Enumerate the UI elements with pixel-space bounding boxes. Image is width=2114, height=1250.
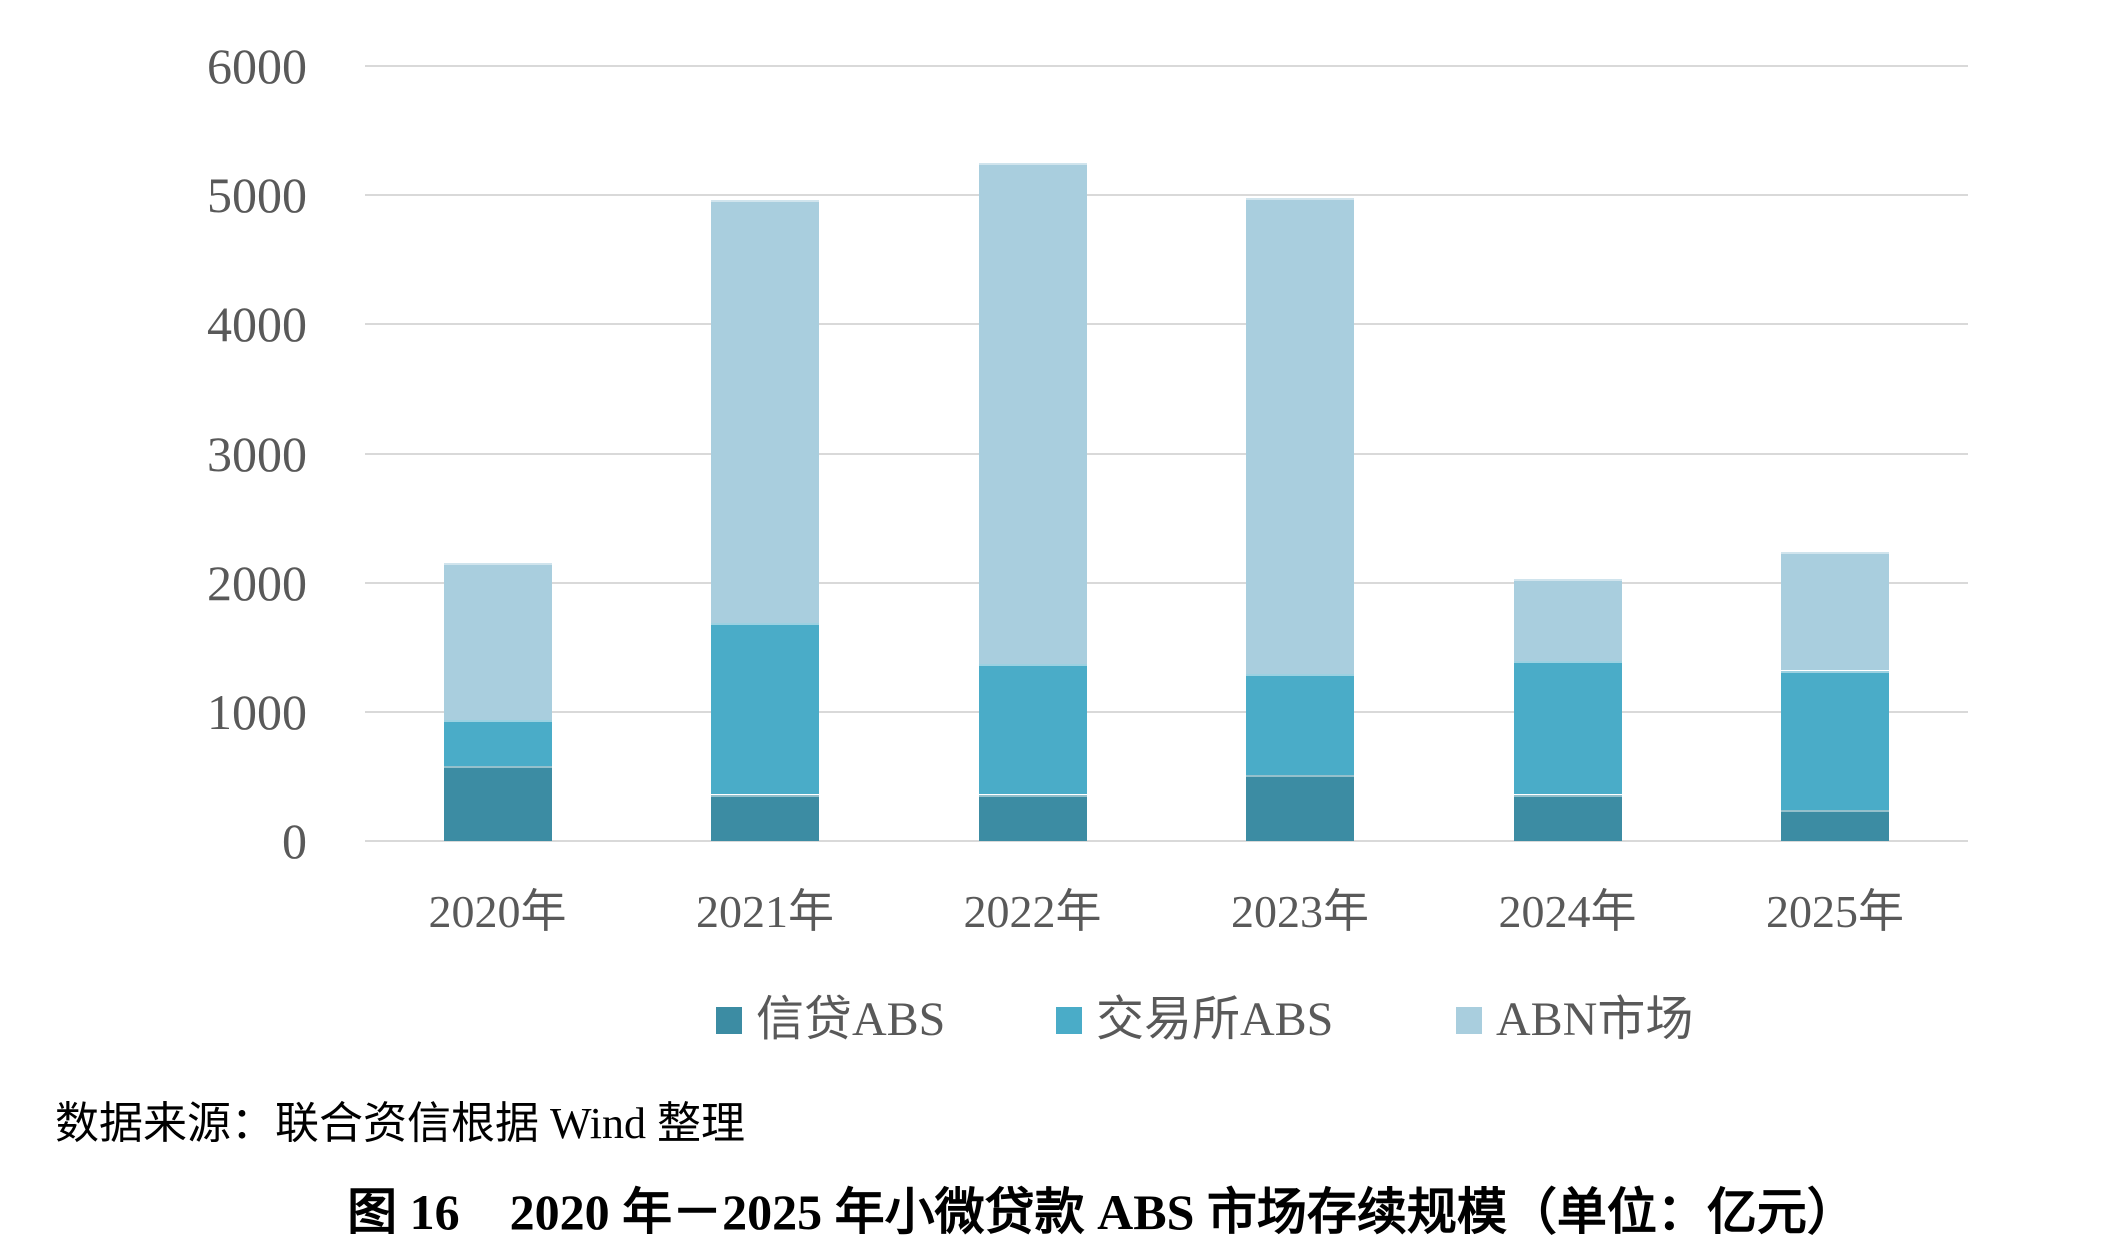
y-tick-label-0: 0 — [282, 813, 307, 869]
legend-label-信贷ABS: 信贷ABS — [756, 993, 946, 1046]
bar-segment-2023年-交易所ABS — [1246, 674, 1354, 776]
bar-segment-2024年-信贷ABS — [1513, 794, 1622, 841]
y-tick-label-6000: 6000 — [207, 38, 307, 94]
plot-area — [365, 65, 1968, 842]
legend-item-信贷ABS: 信贷ABS — [716, 990, 945, 1050]
x-tick-label-2024年: 2024年 — [1498, 886, 1637, 937]
legend-label-交易所ABS: 交易所ABS — [1096, 993, 1334, 1046]
x-tick-label-2020年: 2020年 — [428, 886, 567, 937]
y-tick-label-5000: 5000 — [207, 167, 307, 224]
bar-segment-2021年-信贷ABS — [711, 794, 819, 841]
legend-label-ABN市场: ABN市场 — [1496, 993, 1694, 1046]
gridline-1000 — [365, 710, 1968, 713]
x-tick-label-2022年: 2022年 — [963, 886, 1102, 937]
bar-segment-2022年-交易所ABS — [978, 664, 1087, 795]
gridline-6000 — [365, 65, 1968, 67]
legend-item-交易所ABS: 交易所ABS — [1056, 990, 1333, 1050]
y-tick-label-1000: 1000 — [207, 683, 307, 740]
chart-title: 图 16 2020 年－2025 年小微贷款 ABS 市场存续规模（单位：亿元） — [347, 1184, 1857, 1240]
legend-swatch-信贷ABS — [716, 1006, 742, 1034]
bar-segment-2024年-ABN市场 — [1513, 578, 1622, 662]
bar-segment-2020年-信贷ABS — [443, 766, 552, 841]
gridline-4000 — [365, 323, 1968, 326]
bar-segment-2023年-ABN市场 — [1246, 197, 1354, 675]
bar-segment-2021年-ABN市场 — [711, 200, 819, 623]
gridline-2000 — [365, 581, 1968, 584]
x-tick-label-2025年: 2025年 — [1766, 886, 1904, 937]
bar-segment-2020年-交易所ABS — [443, 719, 552, 767]
x-tick-label-2021年: 2021年 — [696, 886, 834, 937]
legend-swatch-ABN市场 — [1456, 1006, 1482, 1034]
bar-segment-2025年-ABN市场 — [1781, 551, 1889, 671]
y-tick-label-2000: 2000 — [207, 554, 307, 611]
bar-segment-2025年-信贷ABS — [1781, 810, 1889, 841]
x-tick-label-2023年: 2023年 — [1231, 886, 1369, 937]
bar-segment-2024年-交易所ABS — [1513, 661, 1622, 795]
legend-swatch-交易所ABS — [1056, 1006, 1082, 1034]
gridline-5000 — [365, 194, 1968, 197]
bar-segment-2025年-交易所ABS — [1781, 670, 1889, 810]
gridline-0 — [365, 840, 1968, 842]
bar-segment-2022年-ABN市场 — [978, 162, 1087, 665]
source-note: 数据来源：联合资信根据 Wind 整理 — [55, 1099, 745, 1148]
y-tick-label-4000: 4000 — [207, 296, 307, 353]
bar-segment-2020年-ABN市场 — [443, 563, 552, 720]
bar-segment-2021年-交易所ABS — [711, 622, 819, 795]
bar-segment-2023年-信贷ABS — [1246, 775, 1354, 841]
bar-segment-2022年-信贷ABS — [978, 794, 1087, 841]
y-tick-label-3000: 3000 — [207, 425, 307, 482]
legend-item-ABN市场: ABN市场 — [1456, 990, 1693, 1050]
gridline-3000 — [365, 452, 1968, 455]
